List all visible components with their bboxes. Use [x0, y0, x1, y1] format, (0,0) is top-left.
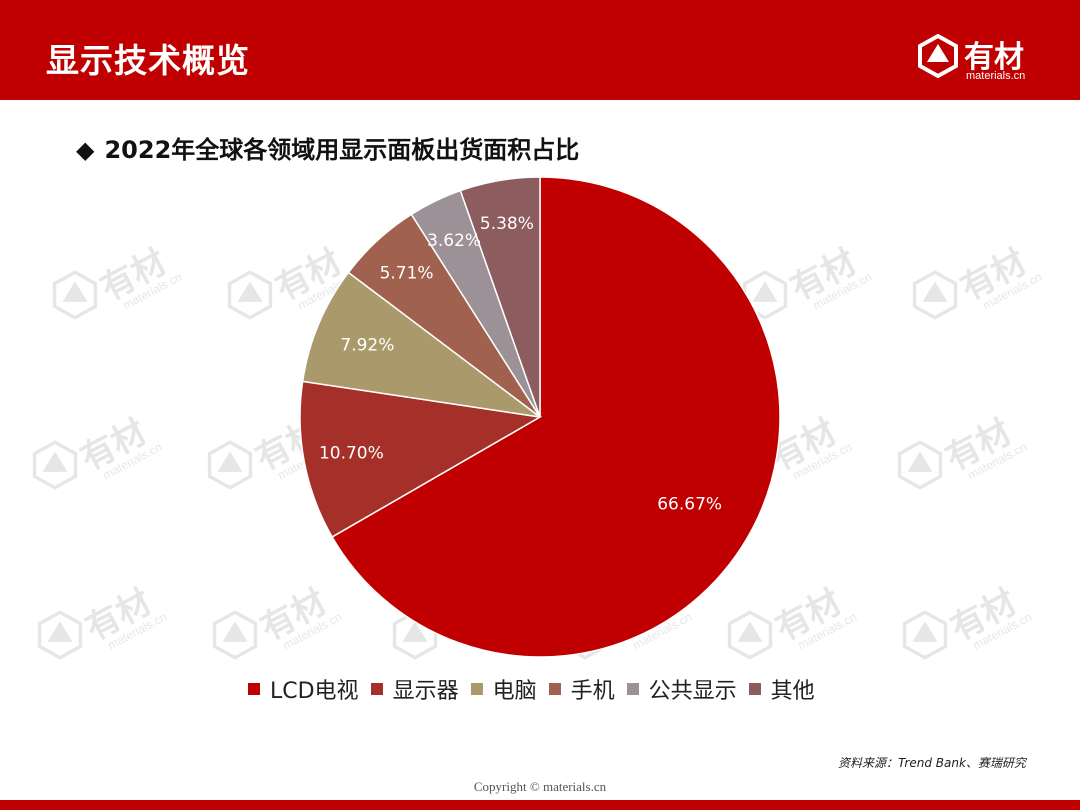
legend-label: 手机 — [570, 679, 615, 704]
legend-label: 显示器 — [392, 679, 459, 704]
legend-label: 公共显示 — [648, 679, 737, 704]
pie-slice-2 — [299, 380, 543, 538]
legend-label: 电脑 — [492, 679, 537, 704]
legend-swatch — [370, 683, 383, 695]
legend-swatch — [626, 683, 639, 695]
page-title: 显示技术概览 — [46, 41, 250, 80]
legend-item: 公共显示 — [626, 673, 737, 705]
pie-slice-6 — [459, 176, 541, 418]
copyright: Copyright © materials.cn — [473, 779, 607, 794]
legend-item: 显示器 — [370, 673, 459, 705]
source-note: 资料来源：Trend Bank、赛瑞研究 — [838, 756, 1026, 770]
chart-title-text: 2022年全球各领域用显示面板出货面积占比 — [104, 136, 580, 164]
data-label-3: 7.92% — [340, 335, 394, 355]
pie-slice-1 — [331, 176, 781, 658]
logo-subtext: materials.cn — [966, 70, 1026, 82]
header-bar: 显示技术概览 有材 materials.cn — [0, 0, 1080, 100]
legend-label: LCD电视 — [270, 679, 359, 704]
legend-swatch — [470, 683, 483, 695]
data-label-1: 66.67% — [657, 494, 722, 514]
legend-label: 其他 — [770, 679, 815, 704]
legend-swatch — [248, 683, 260, 695]
legend-swatch — [748, 683, 761, 695]
logo: 有材 materials.cn — [916, 30, 1056, 86]
pie-slice-3 — [301, 271, 541, 418]
data-label-5: 3.62% — [427, 231, 481, 251]
data-label-2: 10.70% — [319, 444, 384, 464]
legend: LCD电视 显示器 电脑 手机 公共显示 其他 — [248, 674, 827, 704]
chart-title: ◆ 2022年全球各领域用显示面板出货面积占比 — [76, 130, 579, 165]
legend-swatch — [548, 683, 561, 695]
legend-item: 其他 — [748, 673, 815, 705]
logo-icon — [918, 34, 958, 78]
diamond-bullet-icon: ◆ — [76, 136, 95, 164]
logo-text: 有材 — [964, 40, 1024, 75]
data-label-4: 5.71% — [380, 263, 434, 283]
legend-item: LCD电视 — [248, 673, 359, 705]
legend-item: 手机 — [548, 673, 615, 705]
legend-item: 电脑 — [470, 673, 537, 705]
data-label-6: 5.38% — [480, 214, 534, 234]
footer-bar — [0, 800, 1080, 810]
